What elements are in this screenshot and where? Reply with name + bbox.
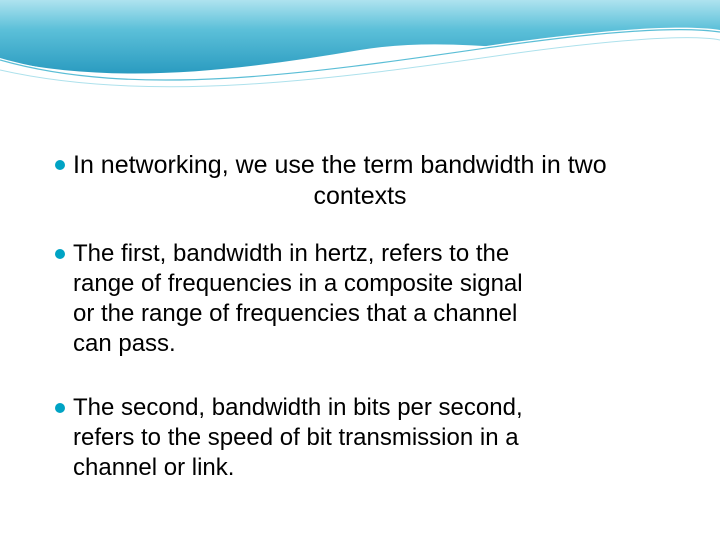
bullet-icon <box>55 160 65 170</box>
point-2-text: The second, bandwidth in bits per second… <box>73 393 525 483</box>
lead-bullet: In networking, we use the term bandwidth… <box>55 150 665 213</box>
slide-content: In networking, we use the term bandwidth… <box>55 150 665 509</box>
point-1-text: The first, bandwidth in hertz, refers to… <box>73 239 525 359</box>
bullet-icon <box>55 249 65 259</box>
lead-text-line1: In networking, we use the term bandwidth… <box>73 150 665 181</box>
bullet-icon <box>55 403 65 413</box>
point-2: The second, bandwidth in bits per second… <box>55 393 525 483</box>
point-1: The first, bandwidth in hertz, refers to… <box>55 239 525 359</box>
lead-text-line2: contexts <box>313 181 406 212</box>
header-wave-decoration <box>0 0 720 110</box>
